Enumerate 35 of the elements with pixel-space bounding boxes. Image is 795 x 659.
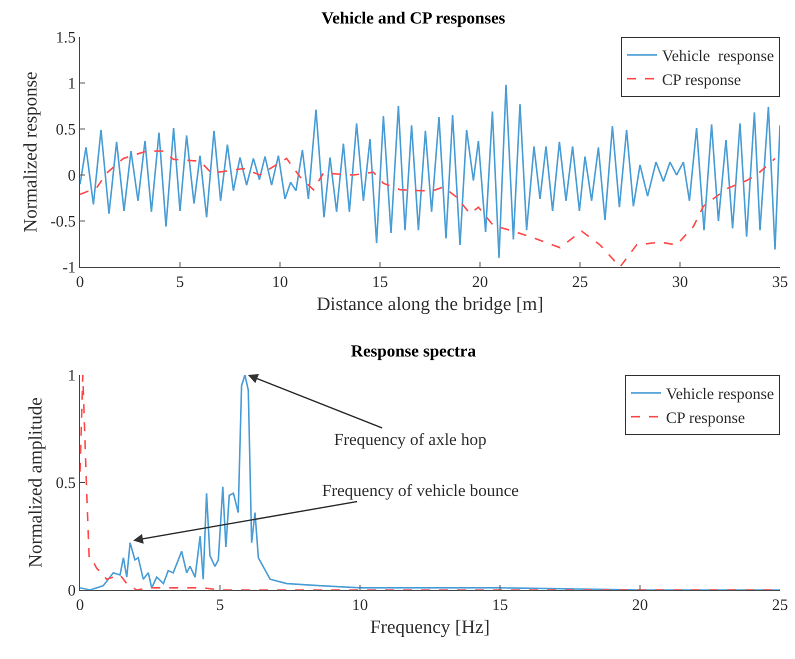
legend-label: CP response — [662, 72, 741, 89]
annotation: Frequency of vehicle bounce — [322, 481, 519, 500]
y-tick-label: 0.5 — [56, 475, 76, 492]
x-tick-label: 5 — [216, 597, 224, 614]
line-series — [80, 375, 780, 590]
y-tick-label: -1 — [62, 260, 76, 277]
x-axis-title: Frequency [Hz] — [370, 617, 490, 638]
chart-title: Response spectra — [350, 342, 476, 361]
y-tick-label: -0.5 — [50, 214, 76, 231]
x-tick-label: 10 — [272, 274, 288, 292]
chart-title: Vehicle and CP responses — [322, 8, 506, 28]
line-series — [80, 150, 776, 267]
x-tick-label: 30 — [672, 274, 688, 292]
x-tick-label: 25 — [572, 274, 588, 292]
x-axis-title: Distance along the bridge [m] — [316, 294, 544, 315]
y-tick-label: 0.5 — [56, 122, 76, 139]
x-tick-label: 15 — [492, 597, 508, 614]
x-tick-label: 20 — [472, 274, 488, 292]
x-tick-label: 5 — [176, 274, 184, 292]
x-tick-label: 15 — [372, 274, 388, 292]
y-tick-label: 1 — [68, 368, 76, 385]
y-axis-title: Normalized response — [20, 72, 42, 232]
legend-label: Vehicle response — [662, 48, 774, 66]
y-tick-label: 0 — [68, 168, 76, 185]
y-tick-label: 1 — [68, 76, 76, 93]
x-tick-label: 25 — [772, 597, 788, 614]
annotation: Frequency of axle hop — [334, 430, 486, 449]
y-tick-label: 0 — [68, 582, 76, 600]
legend-label: CP response — [666, 410, 745, 427]
x-tick-label: 10 — [352, 597, 368, 614]
x-tick-label: 35 — [772, 274, 788, 292]
legend-label: Vehicle response — [666, 386, 774, 404]
y-tick-label: 1.5 — [56, 30, 76, 47]
x-tick-label: 20 — [632, 597, 648, 614]
y-axis-title: Normalized amplitude — [26, 397, 47, 568]
